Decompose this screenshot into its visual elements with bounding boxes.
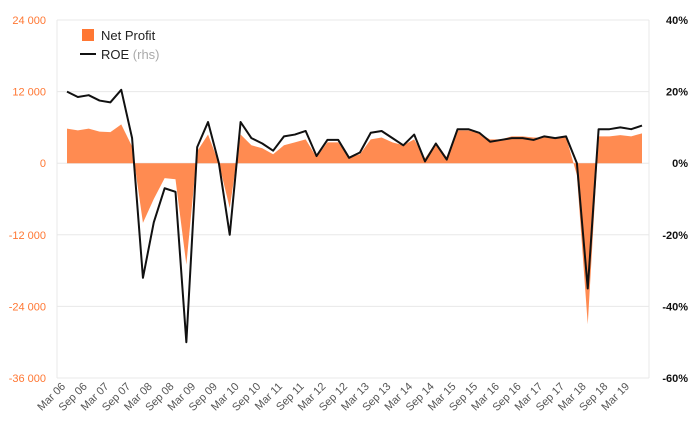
right-axis-tick-label: -40% <box>662 301 688 313</box>
left-axis-tick-label: -24 000 <box>9 301 46 313</box>
left-axis-tick-label: 24 000 <box>12 15 46 27</box>
legend-label-net-profit: Net Profit <box>101 28 156 43</box>
right-axis-tick-label: 0% <box>672 158 688 170</box>
roe-line <box>66 88 643 344</box>
net-profit-area <box>67 124 642 325</box>
left-axis: 24 000 12 000 0 -12 000 -24 000 -36 000 <box>9 15 46 385</box>
legend-label-roe: ROE (rhs) <box>101 47 160 62</box>
legend: Net Profit ROE (rhs) <box>80 28 160 62</box>
right-axis-tick-label: -60% <box>662 373 688 385</box>
left-axis-tick-label: -36 000 <box>9 373 46 385</box>
left-axis-tick-label: -12 000 <box>9 230 46 242</box>
left-axis-tick-label: 0 <box>40 158 46 170</box>
legend-swatch-net-profit <box>82 29 94 41</box>
right-axis-tick-label: -20% <box>662 230 688 242</box>
right-axis: 40% 20% 0% -20% -40% -60% <box>662 15 688 385</box>
right-axis-tick-label: 40% <box>666 15 688 27</box>
net-profit-area-layer <box>67 124 642 325</box>
right-axis-tick-label: 20% <box>666 87 688 99</box>
left-axis-tick-label: 12 000 <box>12 87 46 99</box>
legend-label-roe-name: ROE <box>101 47 130 62</box>
legend-label-roe-suffix: (rhs) <box>133 47 160 62</box>
roe-line-layer <box>66 88 643 344</box>
